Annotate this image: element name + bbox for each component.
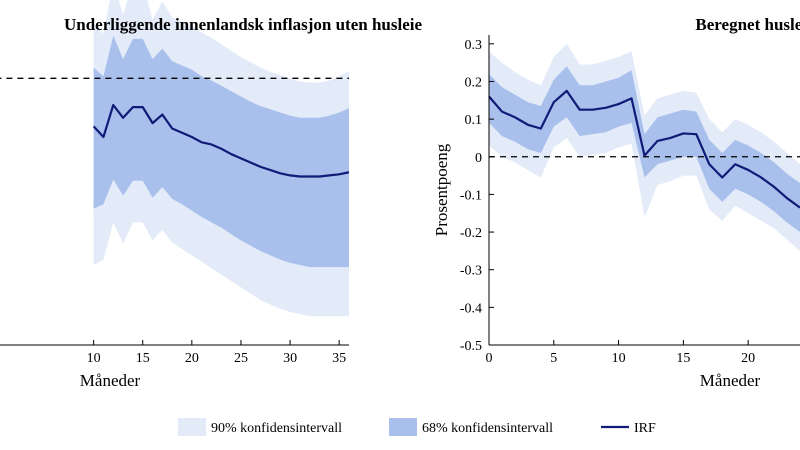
- legend-item: 68% konfidensintervall: [389, 418, 553, 436]
- chart-title: Beregnet husleie: [695, 15, 800, 34]
- x-tick-label: 15: [136, 351, 150, 366]
- ci68-band: [489, 66, 800, 233]
- plot-area: [489, 43, 800, 251]
- legend-swatch: [178, 418, 206, 436]
- x-tick-label: 25: [234, 351, 248, 366]
- chart-panel-left: 10 15 20 25 30 35 Måneder Underliggende innenla…: [0, 0, 422, 390]
- legend: 90% konfidensintervall 68% konfidensinter…: [178, 418, 656, 436]
- y-tick-label: 0.3: [465, 38, 483, 53]
- legend-label: IRF: [634, 421, 656, 436]
- legend-item: 90% konfidensintervall: [178, 418, 342, 436]
- x-tick-label: 20: [185, 351, 199, 366]
- y-tick-label: -0.1: [460, 188, 482, 203]
- ci68-band: [93, 35, 349, 268]
- irf-line: [489, 89, 800, 209]
- y-tick-label: 0.1: [465, 113, 483, 128]
- x-tick-label: 30: [283, 351, 297, 366]
- axes: 0.3 0.2 0.1 0 -0.1 -0.2 -0.3 -0.4 -0.5 Prosentpoe…: [432, 35, 800, 390]
- x-tick-label: 10: [612, 351, 626, 366]
- x-tick-label: 20: [741, 351, 755, 366]
- chart-title: Underliggende innenlandsk inflasjon uten…: [64, 15, 422, 34]
- y-tick-label: -0.4: [460, 301, 482, 316]
- legend-swatch: [389, 418, 417, 436]
- plot-area: [0, 0, 349, 317]
- axes: 10 15 20 25 30 35 Måneder: [0, 340, 349, 390]
- chart-panel-right: 0.3 0.2 0.1 0 -0.1 -0.2 -0.3 -0.4 -0.5 Prosentpoe…: [432, 15, 800, 390]
- x-tick-label: 0: [486, 351, 493, 366]
- y-tick-label: -0.3: [460, 264, 482, 279]
- legend-label: 90% konfidensintervall: [211, 421, 342, 436]
- x-axis-label: Måneder: [700, 371, 761, 390]
- irf-line: [92, 103, 349, 178]
- y-tick-label: -0.2: [460, 226, 482, 241]
- y-tick-label: 0.2: [465, 75, 483, 90]
- legend-label: 68% konfidensintervall: [422, 421, 553, 436]
- x-tick-label: 5: [550, 351, 557, 366]
- x-tick-label: 35: [332, 351, 346, 366]
- y-tick-label: 0: [475, 151, 482, 166]
- y-tick-label: -0.5: [460, 339, 482, 354]
- x-tick-label: 15: [676, 351, 690, 366]
- x-tick-label: 10: [87, 351, 101, 366]
- legend-item: IRF: [601, 421, 656, 436]
- y-axis-label: Prosentpoeng: [432, 143, 451, 236]
- x-axis-label: Måneder: [80, 371, 141, 390]
